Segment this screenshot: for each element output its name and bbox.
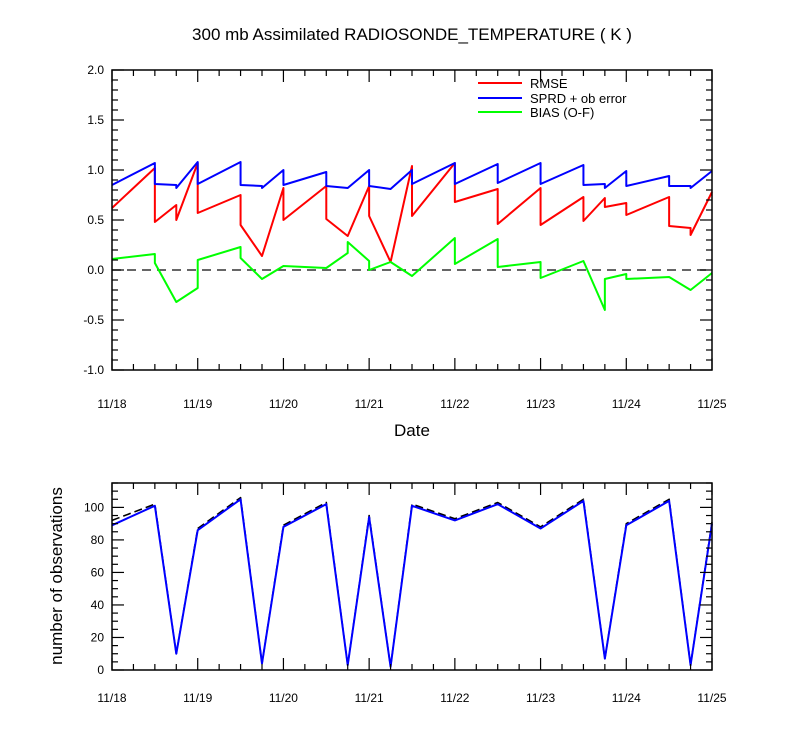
series-line-rmse xyxy=(111,162,713,263)
bottom-panel: 11/18 11/19 11/20 11/21 11/22 11/23 11/24 11/25… xyxy=(47,482,727,705)
top-ticks-layer: 11/18 11/19 11/20 11/21 11/22 11/23 11/24 11/25… xyxy=(83,63,727,411)
legend-label-rmse: RMSE xyxy=(530,76,568,91)
bottom-y-tick-label: 80 xyxy=(91,533,105,547)
top-x-tick-label: 11/20 xyxy=(269,397,298,411)
top-x-tick-label: 11/24 xyxy=(612,397,641,411)
legend: RMSE SPRD + ob error BIAS (O-F) xyxy=(478,76,627,120)
y-axis-label: number of observations xyxy=(47,487,66,665)
top-x-tick-label: 11/21 xyxy=(355,397,384,411)
bottom-x-tick-label: 11/24 xyxy=(612,691,641,705)
top-y-tick-label: -0.5 xyxy=(83,313,104,327)
top-y-tick-label: 0.5 xyxy=(87,213,104,227)
bottom-x-tick-label: 11/18 xyxy=(97,691,126,705)
top-y-tick-label: -1.0 xyxy=(83,363,104,377)
top-x-tick-label: 11/25 xyxy=(697,397,726,411)
bottom-y-tick-label: 40 xyxy=(91,598,105,612)
bottom-series-layer xyxy=(111,496,713,668)
top-panel: 300 mb Assimilated RADIOSONDE_TEMPERATUR… xyxy=(83,25,727,440)
legend-label-sprd: SPRD + ob error xyxy=(530,91,627,106)
top-x-tick-label: 11/18 xyxy=(97,397,126,411)
bottom-x-tick-label: 11/19 xyxy=(183,691,212,705)
top-plot-frame xyxy=(111,69,713,371)
bottom-x-tick-label: 11/20 xyxy=(269,691,298,705)
top-series-layer xyxy=(111,161,713,311)
series-line-sprd-ob-error xyxy=(111,161,713,190)
bottom-x-tick-label: 11/22 xyxy=(440,691,469,705)
series-line-possible xyxy=(111,496,713,668)
bottom-ticks-layer: 11/18 11/19 11/20 11/21 11/22 11/23 11/24 11/25… xyxy=(84,482,727,705)
series-line-bias-o-f xyxy=(111,237,713,311)
bottom-x-tick-label: 11/25 xyxy=(697,691,726,705)
top-y-tick-label: 0.0 xyxy=(87,263,104,277)
bottom-y-tick-label: 20 xyxy=(91,630,105,644)
bottom-y-tick-label: 100 xyxy=(84,500,104,514)
chart-title: 300 mb Assimilated RADIOSONDE_TEMPERATUR… xyxy=(192,25,632,44)
x-axis-label: Date xyxy=(394,421,430,440)
bottom-x-tick-label: 11/23 xyxy=(526,691,555,705)
bottom-x-tick-label: 11/21 xyxy=(355,691,384,705)
top-x-tick-label: 11/19 xyxy=(183,397,212,411)
top-x-tick-label: 11/23 xyxy=(526,397,555,411)
top-y-tick-label: 2.0 xyxy=(87,63,104,77)
bottom-y-tick-label: 60 xyxy=(91,565,105,579)
top-x-tick-label: 11/22 xyxy=(440,397,469,411)
bottom-y-tick-label: 0 xyxy=(97,663,104,677)
legend-label-bias: BIAS (O-F) xyxy=(530,105,594,120)
top-y-tick-label: 1.5 xyxy=(87,113,104,127)
series-line-assimilated xyxy=(111,498,713,668)
top-y-tick-label: 1.0 xyxy=(87,163,104,177)
